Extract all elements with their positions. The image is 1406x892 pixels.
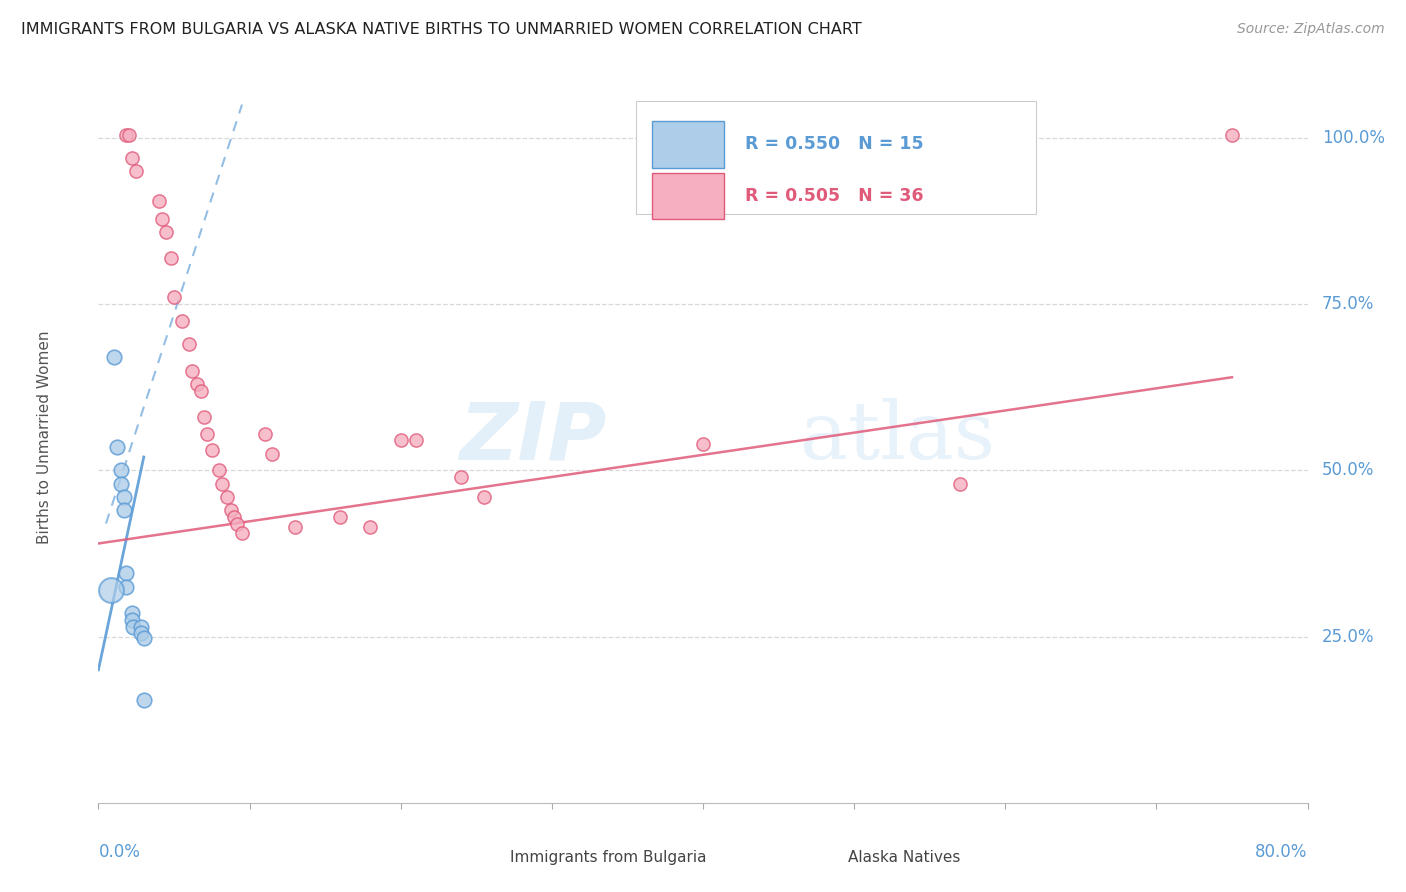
Text: ZIP: ZIP <box>458 398 606 476</box>
FancyBboxPatch shape <box>652 172 724 219</box>
Point <box>121 607 143 621</box>
Text: 100.0%: 100.0% <box>1322 128 1385 147</box>
Point <box>231 526 253 541</box>
Point <box>284 520 307 534</box>
Point <box>114 580 136 594</box>
Text: 0.0%: 0.0% <box>98 843 141 861</box>
Point <box>110 463 132 477</box>
Text: 50.0%: 50.0% <box>1322 461 1375 479</box>
FancyBboxPatch shape <box>797 843 838 872</box>
Point <box>193 410 215 425</box>
Point <box>129 626 152 640</box>
Text: Births to Unmarried Women: Births to Unmarried Women <box>37 330 52 544</box>
Point <box>129 619 152 633</box>
Point <box>100 582 122 597</box>
Point <box>329 509 352 524</box>
Point <box>114 128 136 142</box>
Point <box>170 314 193 328</box>
Point <box>114 566 136 581</box>
Point <box>692 436 714 450</box>
Point <box>132 692 155 706</box>
FancyBboxPatch shape <box>637 101 1035 214</box>
Text: IMMIGRANTS FROM BULGARIA VS ALASKA NATIVE BIRTHS TO UNMARRIED WOMEN CORRELATION : IMMIGRANTS FROM BULGARIA VS ALASKA NATIV… <box>21 22 862 37</box>
Point <box>150 211 173 226</box>
Point <box>163 290 186 304</box>
Point <box>121 151 143 165</box>
Point <box>179 337 201 351</box>
Point <box>262 447 284 461</box>
Point <box>221 503 243 517</box>
Point <box>226 516 249 531</box>
Point <box>121 613 143 627</box>
Point <box>181 363 204 377</box>
Point <box>450 470 472 484</box>
FancyBboxPatch shape <box>458 843 501 872</box>
Point <box>112 490 135 504</box>
FancyBboxPatch shape <box>652 121 724 168</box>
Point <box>359 520 381 534</box>
Point <box>1220 128 1243 142</box>
Point <box>105 440 128 454</box>
Text: Immigrants from Bulgaria: Immigrants from Bulgaria <box>509 850 706 865</box>
Point <box>472 490 495 504</box>
Point <box>118 128 141 142</box>
Text: R = 0.550   N = 15: R = 0.550 N = 15 <box>745 136 924 153</box>
Text: 80.0%: 80.0% <box>1256 843 1308 861</box>
Text: atlas: atlas <box>800 398 995 476</box>
Point <box>132 631 155 645</box>
Text: 25.0%: 25.0% <box>1322 628 1375 646</box>
Point <box>208 463 231 477</box>
Point <box>160 251 183 265</box>
Point <box>405 434 427 448</box>
Point <box>389 434 412 448</box>
Point <box>148 194 170 208</box>
Point <box>110 476 132 491</box>
Point <box>122 619 145 633</box>
Text: Alaska Natives: Alaska Natives <box>848 850 960 865</box>
Point <box>125 164 148 178</box>
Point <box>155 225 177 239</box>
Point <box>224 509 246 524</box>
Text: Source: ZipAtlas.com: Source: ZipAtlas.com <box>1237 22 1385 37</box>
Point <box>211 476 233 491</box>
Text: 75.0%: 75.0% <box>1322 295 1375 313</box>
Point <box>195 426 218 441</box>
Point <box>201 443 224 458</box>
Point <box>190 384 212 398</box>
Point <box>215 490 238 504</box>
Point <box>949 476 972 491</box>
Text: R = 0.505   N = 36: R = 0.505 N = 36 <box>745 187 924 205</box>
Point <box>112 503 135 517</box>
Point <box>103 351 125 365</box>
Point <box>253 426 276 441</box>
Point <box>186 376 208 391</box>
